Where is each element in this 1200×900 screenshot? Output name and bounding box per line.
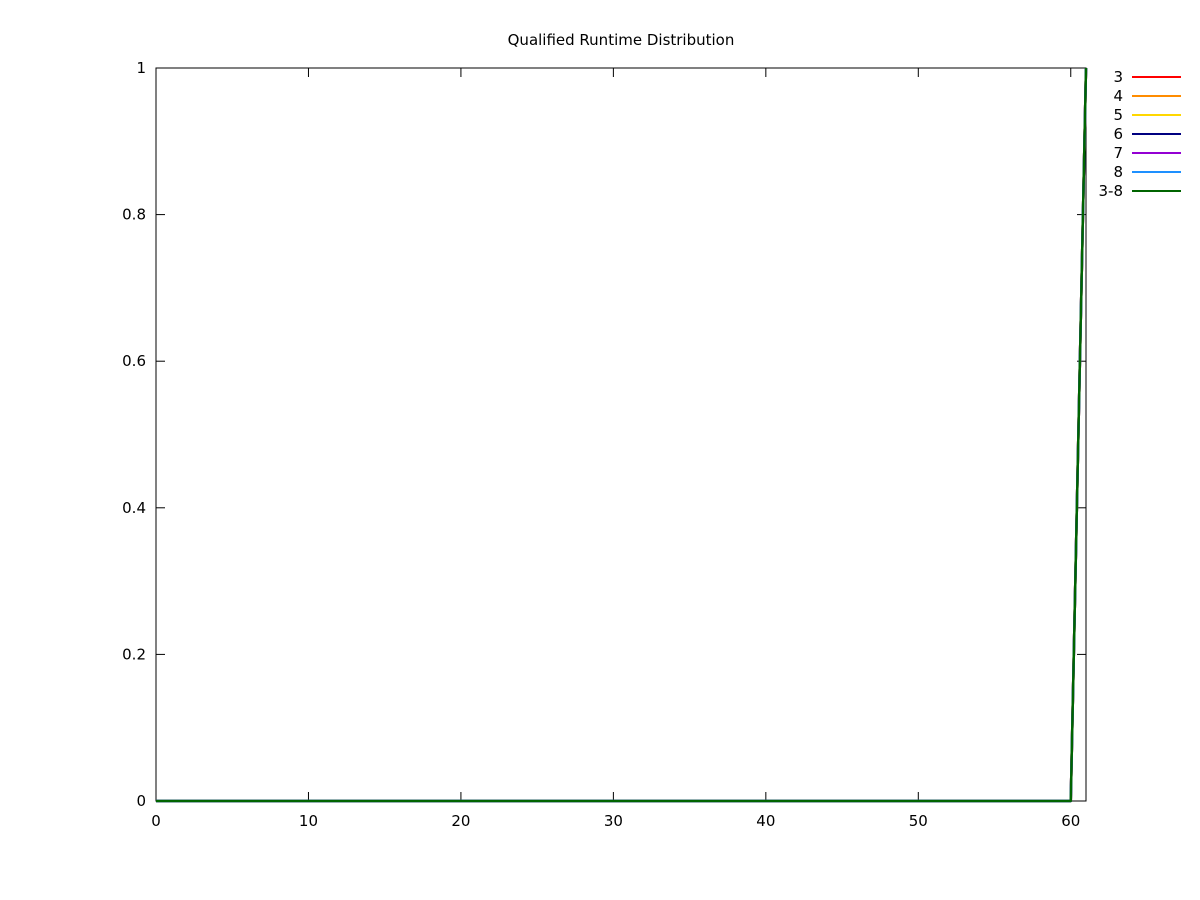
- plot-border: [155, 67, 1087, 802]
- x-tick-label: 60: [1061, 812, 1080, 830]
- series-line-3: [156, 67, 1088, 803]
- series-line-5: [156, 67, 1088, 803]
- legend-label: 3: [1113, 68, 1123, 86]
- series-line-8: [156, 67, 1088, 803]
- legend-label: 6: [1113, 125, 1123, 143]
- series-lines: [156, 67, 1088, 803]
- y-tick-label: 1: [136, 59, 146, 77]
- y-tick-label: 0.2: [122, 645, 146, 663]
- legend-label: 4: [1113, 87, 1123, 105]
- chart-title: Qualified Runtime Distribution: [508, 31, 735, 49]
- y-tick-label: 0.6: [122, 352, 146, 370]
- series-line-3-8: [156, 67, 1088, 803]
- x-tick-label: 30: [604, 812, 623, 830]
- x-tick-label: 50: [909, 812, 928, 830]
- series-line-6: [156, 67, 1088, 803]
- legend-label: 8: [1113, 163, 1123, 181]
- series-line-4: [156, 67, 1088, 803]
- legend-label: 7: [1113, 144, 1123, 162]
- axis-ticks: [155, 67, 1086, 802]
- legend-label: 3-8: [1099, 182, 1124, 200]
- x-tick-label: 20: [451, 812, 470, 830]
- y-tick-label: 0.4: [122, 499, 146, 517]
- y-tick-label: 0.8: [122, 206, 146, 224]
- x-tick-label: 0: [151, 812, 161, 830]
- series-line-7: [156, 67, 1088, 803]
- x-tick-label: 10: [299, 812, 318, 830]
- x-tick-label: 40: [756, 812, 775, 830]
- legend-label: 5: [1113, 106, 1123, 124]
- axis-tick-labels: 0 10 20 30 40 50 60 0 0.2 0.4 0.6 0.8 1: [122, 59, 1080, 830]
- y-tick-label: 0: [136, 792, 146, 810]
- plot-frame: [155, 67, 1087, 802]
